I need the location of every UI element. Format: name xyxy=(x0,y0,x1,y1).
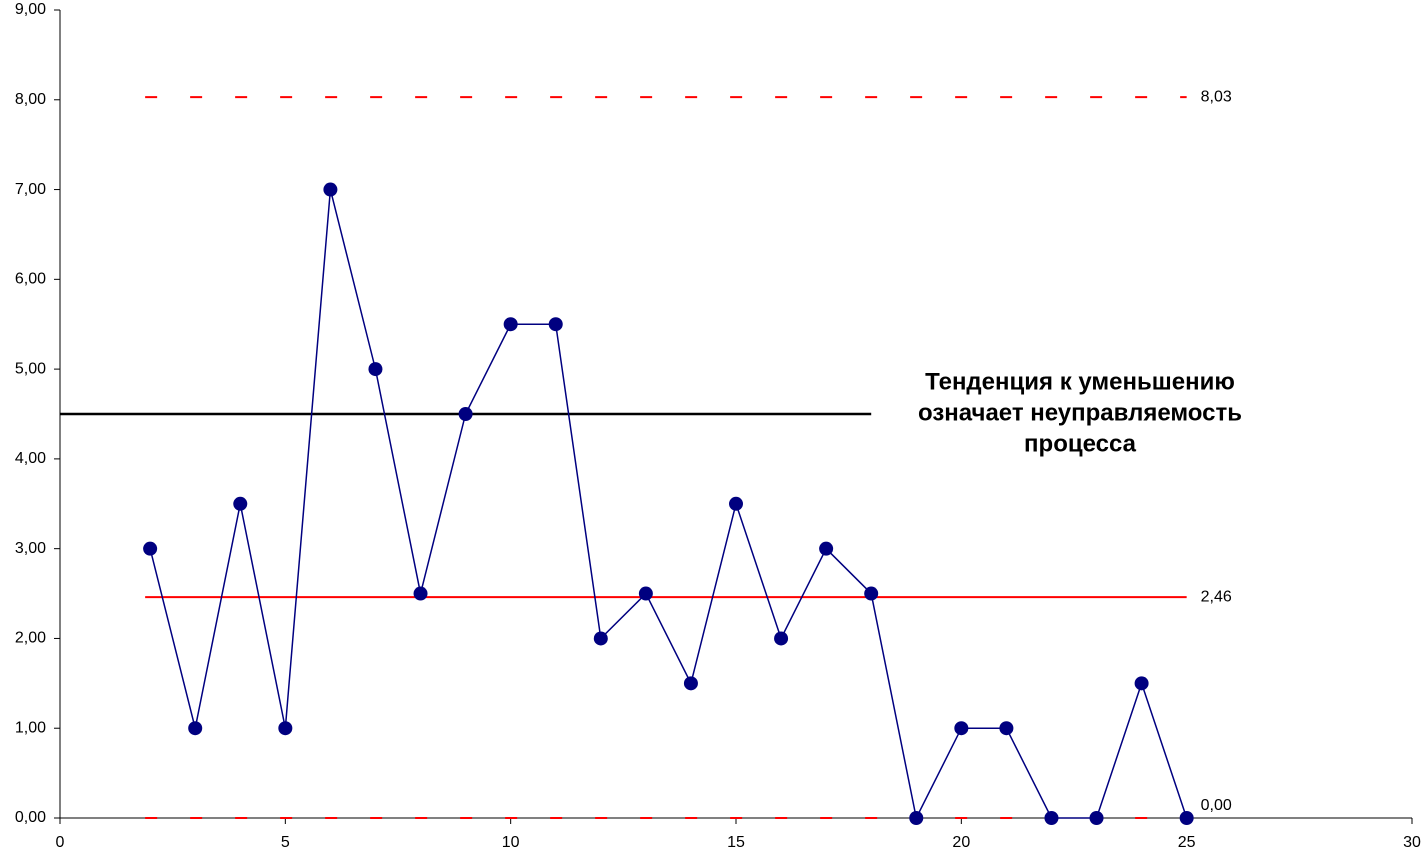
data-point xyxy=(909,811,924,825)
reference-label: 0,00 xyxy=(1201,797,1232,814)
y-tick-label: 3,00 xyxy=(15,540,46,557)
reference-label: 8,03 xyxy=(1201,88,1232,105)
data-point xyxy=(323,182,338,197)
data-point xyxy=(864,586,879,601)
data-point xyxy=(503,317,518,332)
x-tick-label: 5 xyxy=(281,834,290,851)
y-tick-label: 1,00 xyxy=(15,719,46,736)
data-point xyxy=(143,541,158,556)
data-point xyxy=(188,721,203,736)
data-point xyxy=(278,721,293,736)
y-tick-label: 8,00 xyxy=(15,91,46,108)
data-point xyxy=(548,317,563,332)
data-point xyxy=(1089,811,1104,825)
data-point xyxy=(458,407,473,421)
annotation: означает неуправляемость xyxy=(918,399,1242,426)
x-tick-label: 30 xyxy=(1403,834,1421,851)
y-tick-label: 0,00 xyxy=(15,809,46,826)
data-point xyxy=(1134,676,1149,691)
y-tick-label: 6,00 xyxy=(15,271,46,288)
data-point xyxy=(1044,811,1059,825)
x-tick-label: 10 xyxy=(502,834,520,851)
data-point xyxy=(729,496,743,511)
annotation: процесса xyxy=(1024,430,1137,457)
data-point xyxy=(368,362,383,377)
data-point xyxy=(593,631,608,646)
data-point xyxy=(819,541,834,556)
data-point xyxy=(954,721,969,736)
x-tick-label: 20 xyxy=(952,834,970,851)
data-point xyxy=(999,721,1014,736)
y-tick-label: 5,00 xyxy=(15,360,46,377)
series-line xyxy=(149,189,1188,821)
y-tick-label: 7,00 xyxy=(15,181,46,198)
data-point xyxy=(1179,811,1194,825)
data-point xyxy=(638,586,653,601)
x-tick-label: 0 xyxy=(56,834,65,851)
data-point xyxy=(774,631,789,646)
data-point xyxy=(683,676,698,691)
y-tick-label: 9,00 xyxy=(15,1,46,18)
x-tick-label: 15 xyxy=(727,834,745,851)
reference-label: 2,46 xyxy=(1201,588,1232,605)
annotation: Тенденция к уменьшению xyxy=(925,368,1235,395)
data-point xyxy=(413,586,428,601)
x-tick-label: 25 xyxy=(1178,834,1196,851)
data-point xyxy=(233,496,248,511)
y-tick-label: 4,00 xyxy=(15,450,46,467)
y-tick-label: 2,00 xyxy=(15,630,46,647)
